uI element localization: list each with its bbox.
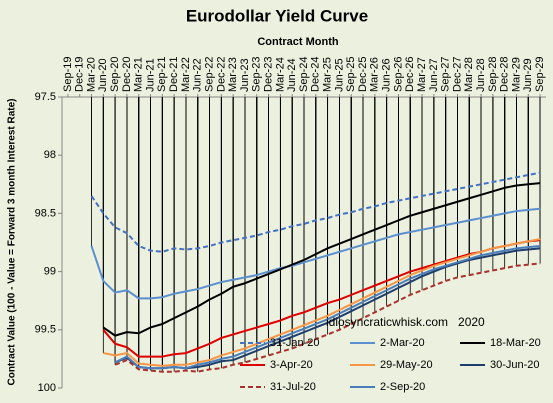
x-tick-label: Mar-22: [180, 57, 192, 92]
x-tick-label: Jun-24: [286, 58, 298, 92]
legend-label: 2-Sep-20: [380, 381, 425, 393]
y-axis-title: Contract Value (100 - Value = Forward 3 …: [7, 98, 18, 385]
y-tick-label: 98.5: [35, 207, 56, 219]
x-tick-label: Sep-21: [156, 57, 168, 92]
legend-label: 31-Jan-20: [270, 337, 320, 349]
y-tick-label: 98: [44, 149, 56, 161]
legend-label: 31-Jul-20: [270, 381, 316, 393]
annotation: idiosyncraticwhisk.com 2020: [326, 315, 485, 329]
series-line: [102, 239, 541, 358]
x-tick-label: Mar-20: [85, 57, 97, 92]
y-tick-label: 100: [38, 382, 56, 394]
x-tick-label: Jun-20: [97, 58, 109, 92]
x-tick-label: Sep-22: [203, 57, 215, 92]
x-tick-label: Jun-27: [428, 58, 440, 92]
x-tick-label: Sep-24: [298, 57, 310, 92]
x-tick-label: Sep-29: [534, 57, 546, 92]
legend-label: 18-Mar-20: [490, 337, 541, 349]
x-tick-label: Dec-24: [310, 57, 322, 92]
x-tick-label: Dec-25: [357, 57, 369, 92]
chart-title: Eurodollar Yield Curve: [186, 6, 368, 25]
x-tick-label: Mar-27: [416, 57, 428, 92]
x-tick-label: Mar-24: [274, 57, 286, 92]
x-tick-label: Sep-28: [487, 57, 499, 92]
x-tick-label: Dec-23: [262, 57, 274, 92]
x-tick-label: Jun-22: [192, 58, 204, 92]
x-tick-label: Sep-23: [251, 57, 263, 92]
x-tick-label: Mar-28: [463, 57, 475, 92]
x-tick-label: Sep-26: [392, 57, 404, 92]
y-tick-label: 97.5: [35, 91, 56, 103]
x-tick-label: Sep-19: [62, 57, 74, 92]
x-tick-label: Dec-28: [499, 57, 511, 92]
x-tick-label: Jun-23: [239, 58, 251, 92]
legend-label: 2-Mar-20: [380, 337, 425, 349]
x-tick-label: Jun-28: [475, 58, 487, 92]
x-tick-label: Jun-26: [381, 58, 393, 92]
series-line: [90, 207, 541, 300]
x-tick-label: Sep-20: [109, 57, 121, 92]
legend-label: 29-May-20: [380, 359, 433, 371]
series-line: [90, 171, 541, 253]
x-tick-label: Dec-26: [404, 57, 416, 92]
y-tick-label: 99.5: [35, 324, 56, 336]
x-tick-label: Dec-27: [451, 57, 463, 92]
x-tick-label: Jun-29: [522, 58, 534, 92]
x-tick-label: Jun-25: [333, 58, 345, 92]
legend-label: 30-Jun-20: [490, 359, 540, 371]
x-tick-label: Sep-25: [345, 57, 357, 92]
x-tick-label: Dec-20: [121, 57, 133, 92]
x-tick-label: Dec-22: [215, 57, 227, 92]
series-line: [114, 262, 541, 373]
series-line: [114, 244, 541, 370]
x-axis-title: Contract Month: [257, 36, 339, 48]
x-tick-label: Mar-23: [227, 57, 239, 92]
x-tick-label: Dec-19: [74, 57, 86, 92]
x-tick-label: Mar-26: [369, 57, 381, 92]
x-tick-label: Sep-27: [440, 57, 452, 92]
x-tick-label: Mar-25: [322, 57, 334, 92]
x-tick-label: Mar-21: [133, 57, 145, 92]
y-tick-label: 99: [44, 266, 56, 278]
x-tick-label: Jun-21: [144, 58, 156, 92]
x-tick-label: Mar-29: [510, 57, 522, 92]
series-line: [103, 238, 541, 367]
series-line: [102, 182, 541, 337]
x-tick-label: Dec-21: [168, 57, 180, 92]
legend-label: 3-Apr-20: [270, 359, 313, 371]
